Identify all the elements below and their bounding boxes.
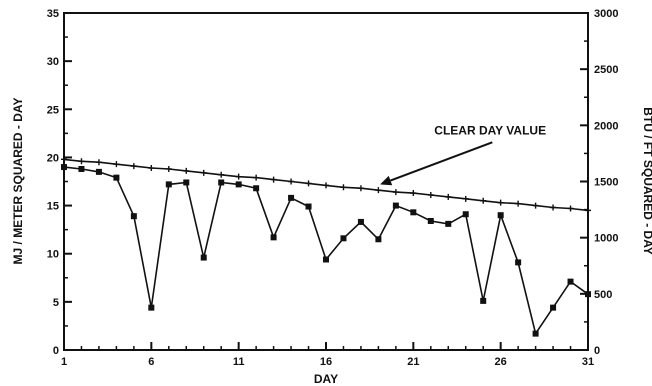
series-2-point: [78, 165, 85, 172]
series-2-point: [183, 179, 190, 186]
clear-day-value-label: CLEAR DAY VALUE: [434, 123, 546, 137]
series-1-point: [375, 187, 382, 194]
series-2-point: [462, 211, 469, 218]
series-1-point: [445, 193, 452, 200]
series-1-point: [427, 191, 434, 198]
series-1-point: [462, 195, 469, 202]
series-1-point: [550, 204, 557, 211]
series-1-point: [585, 207, 591, 214]
x-tick-label: 1: [61, 356, 67, 368]
series-1-point: [270, 176, 277, 183]
series-1-point: [61, 156, 67, 163]
series-2-point: [340, 235, 347, 242]
series-2-point: [218, 179, 225, 186]
x-tick-label: 16: [320, 356, 332, 368]
y-right-tick-label: 1000: [594, 233, 618, 245]
series-2-point: [585, 291, 591, 298]
series-1-point: [113, 161, 120, 168]
series-1-point: [235, 173, 242, 180]
y-tick-label: 25: [47, 104, 59, 116]
series-1-point: [532, 202, 539, 209]
series-2-point: [270, 234, 277, 241]
series-2-point: [550, 304, 557, 311]
series-2-line: [63, 166, 589, 336]
x-tick-label: 26: [495, 356, 507, 368]
y-tick-label: 5: [53, 297, 59, 309]
series-1-point: [323, 182, 329, 189]
x-tick-label: 11: [233, 356, 245, 368]
series-2-point: [200, 254, 207, 261]
series-2-point: [532, 330, 539, 337]
series-1-point: [200, 169, 207, 176]
y-right-tick-label: 3000: [594, 8, 618, 20]
series-1-point: [218, 171, 225, 178]
series-1-point: [497, 199, 504, 206]
series-2-point: [480, 297, 487, 304]
series-2-point: [288, 194, 295, 201]
series-1-point: [253, 174, 260, 181]
series-1-point: [357, 185, 364, 192]
series-2-point: [61, 164, 67, 171]
y-tick-label: 0: [53, 345, 59, 357]
y-tick-label: 20: [47, 152, 59, 164]
series-1-point: [78, 158, 85, 165]
series-2-point: [515, 259, 522, 266]
series-2-point: [375, 236, 382, 243]
x-axis-title: DAY: [314, 372, 338, 386]
series-1-point: [183, 167, 190, 174]
y-tick-label: 30: [47, 56, 59, 68]
series-1-point: [148, 165, 155, 172]
series-2-point: [497, 212, 504, 219]
x-tick-label: 31: [582, 356, 594, 368]
y-tick-label: 35: [47, 8, 59, 20]
annotations: DAY MJ / METER SQUARED - DAY BTU / FT SQ…: [11, 98, 652, 386]
series-1-point: [130, 163, 137, 170]
series-1-point: [305, 180, 312, 187]
series-1-point: [480, 197, 487, 204]
y-tick-label: 10: [47, 249, 59, 261]
series-1-point: [165, 165, 172, 172]
series-2-point: [445, 220, 452, 227]
y-right-tick-label: 500: [594, 289, 612, 301]
series-2-point: [113, 174, 120, 181]
y-tick-label: 15: [47, 201, 59, 213]
y-right-tick-label: 1500: [594, 177, 618, 189]
series-1-point: [392, 189, 399, 196]
series-1-point: [95, 159, 102, 166]
x-tick-label: 6: [148, 356, 154, 368]
series-2-point: [410, 209, 417, 216]
y-axis-title-left: MJ / METER SQUARED - DAY: [11, 98, 25, 265]
x-tick-label: 21: [407, 356, 419, 368]
series-1-point: [515, 200, 522, 207]
series-1-point: [567, 205, 574, 212]
series-2-point: [567, 278, 574, 285]
series-2-point: [235, 181, 242, 188]
series-1-point: [340, 184, 347, 191]
series: [61, 156, 591, 337]
plot-frame: [63, 12, 589, 351]
series-2-point: [392, 202, 399, 209]
series-1-point: [410, 190, 417, 197]
y-right-tick-label: 0: [594, 345, 600, 357]
y-right-tick-label: 2000: [594, 120, 618, 132]
series-1-point: [288, 178, 295, 185]
series-2-point: [253, 185, 260, 192]
axes: [63, 12, 589, 351]
series-2-point: [357, 218, 364, 225]
series-2-point: [323, 256, 329, 263]
series-2-point: [95, 168, 102, 175]
series-2-point: [427, 217, 434, 224]
y-right-tick-label: 2500: [594, 64, 618, 76]
series-2-point: [305, 203, 312, 210]
y-axis-title-right: BTU / FT SQUARED - DAY: [641, 107, 652, 255]
series-2-point: [165, 181, 172, 188]
annotation-arrow: [390, 141, 493, 182]
annotation-arrowhead: [380, 175, 393, 186]
series-2-point: [148, 304, 155, 311]
ticks: 1 6 11 16 21 26 310510152025303505001000150020…: [47, 8, 619, 368]
series-2-point: [130, 213, 137, 220]
